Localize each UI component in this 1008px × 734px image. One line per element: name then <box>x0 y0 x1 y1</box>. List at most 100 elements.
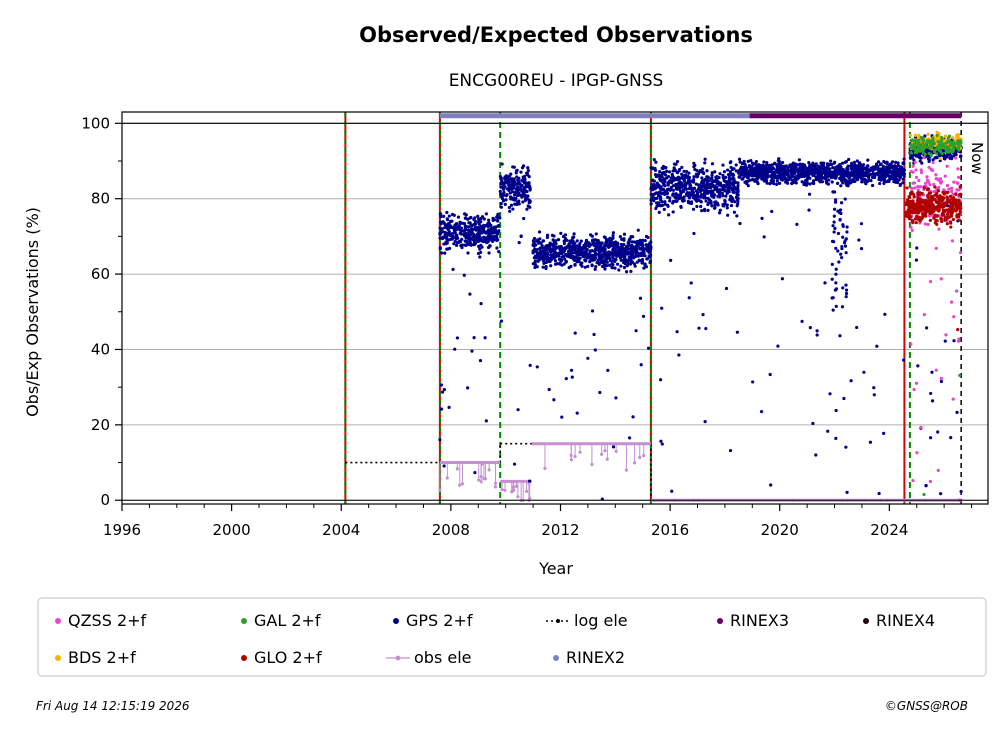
gal-point <box>935 152 939 156</box>
gps-point <box>656 173 661 177</box>
qzss-point <box>916 184 920 189</box>
gps-point <box>508 191 512 195</box>
gal-point <box>921 138 926 142</box>
qzss-point <box>947 187 951 191</box>
qzss-point <box>914 381 919 385</box>
glo-point <box>941 213 946 217</box>
gps-point <box>500 162 504 166</box>
gps-point <box>728 448 733 453</box>
now-label: Now <box>968 142 986 175</box>
gps-point <box>512 165 516 169</box>
legend-marker-gps <box>393 618 399 624</box>
gps-point <box>687 196 692 200</box>
gps-point <box>466 251 470 255</box>
gps-point <box>871 172 875 176</box>
gal-point <box>931 142 935 146</box>
gps-point <box>775 182 779 186</box>
gps-point <box>667 179 672 183</box>
obs-ele-point <box>500 488 504 492</box>
gps-point <box>563 246 567 250</box>
gps-point <box>642 266 646 270</box>
gps-point <box>670 489 674 493</box>
gps-point <box>577 244 582 249</box>
gps-point <box>636 242 640 246</box>
gps-point <box>667 187 671 191</box>
gps-point <box>658 178 663 183</box>
gps-point <box>440 251 444 255</box>
gps-point <box>875 344 879 348</box>
glo-point <box>937 198 942 202</box>
glo-point <box>906 215 910 219</box>
gal-point <box>951 147 955 151</box>
gps-point <box>730 188 734 192</box>
gps-point <box>497 250 501 254</box>
gps-point <box>491 217 495 221</box>
gps-point <box>487 228 492 232</box>
gps-point <box>479 229 483 233</box>
gps-point <box>860 180 864 184</box>
gps-point <box>833 160 837 164</box>
gps-point <box>473 216 477 220</box>
gps-point <box>663 200 667 204</box>
gps-point <box>939 379 944 384</box>
gps-point <box>455 243 459 247</box>
gps-point <box>749 158 753 163</box>
gal-point <box>944 141 949 145</box>
qzss-point <box>928 280 933 284</box>
gps-point <box>845 490 849 494</box>
glo-point <box>933 197 937 202</box>
gps-point <box>826 429 830 433</box>
gps-point <box>631 415 635 419</box>
gps-point <box>541 246 545 250</box>
gps-point <box>513 202 517 206</box>
glo-point <box>908 199 912 204</box>
gps-point <box>849 379 853 383</box>
gps-point <box>478 247 482 251</box>
glo-point <box>948 194 953 198</box>
gps-point <box>673 168 677 172</box>
qzss-point <box>925 175 929 179</box>
x-tick-label-2000: 2000 <box>213 521 251 539</box>
glo-point <box>951 217 955 222</box>
gps-point <box>900 169 904 173</box>
gps-point <box>475 233 479 237</box>
gps-point <box>780 277 785 281</box>
gps-point <box>832 190 837 194</box>
gps-point <box>471 235 476 239</box>
gps-point <box>817 175 821 179</box>
obs-ele-point <box>642 454 646 458</box>
gps-point <box>806 169 810 174</box>
gps-point <box>526 168 530 173</box>
gps-point <box>451 267 455 271</box>
gps-point <box>644 243 648 247</box>
gps-point <box>722 170 727 174</box>
gps-point <box>704 326 708 331</box>
gps-point <box>496 219 500 223</box>
gps-point <box>681 196 685 200</box>
gps-point <box>703 419 707 424</box>
legend-label-rinex3: RINEX3 <box>730 611 789 630</box>
gps-point <box>732 167 736 171</box>
gps-point <box>736 186 740 190</box>
gps-point <box>457 224 461 228</box>
gps-point <box>514 171 518 175</box>
gal-point <box>921 151 925 155</box>
glo-point <box>907 209 911 214</box>
glo-point <box>921 198 925 203</box>
gps-point <box>452 242 456 246</box>
gps-point <box>450 212 455 217</box>
gal-point <box>935 133 939 138</box>
gps-point <box>531 249 535 253</box>
glo-point <box>937 209 941 213</box>
gps-point <box>596 238 600 243</box>
gps-point <box>758 165 762 169</box>
gps-point <box>727 176 731 180</box>
gps-point <box>632 240 637 244</box>
gps-point <box>574 244 578 248</box>
legend-marker-rinex3 <box>717 618 723 624</box>
gps-point <box>484 212 488 216</box>
gps-point <box>633 248 637 253</box>
gps-point <box>703 196 707 200</box>
gps-point <box>721 204 725 208</box>
glo-point <box>935 219 939 223</box>
